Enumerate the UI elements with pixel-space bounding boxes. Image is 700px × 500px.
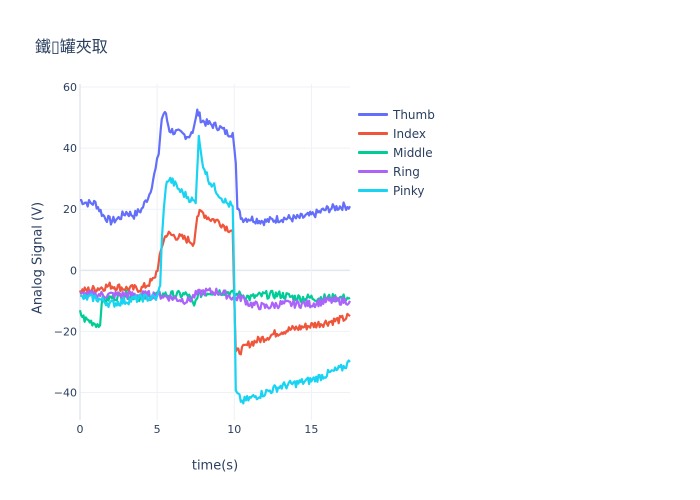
series-line-ring (79, 287, 351, 311)
y-tick-label: 0 (70, 264, 77, 277)
series-line-thumb (80, 108, 351, 227)
x-tick-label: 10 (227, 423, 241, 436)
legend-label-ring: Ring (393, 164, 420, 179)
legend-label-thumb: Thumb (393, 107, 435, 122)
y-tick-label: 60 (63, 81, 77, 94)
chart-title: 鐵▯罐夾取 (35, 37, 108, 56)
legend: Thumb Index Middle Ring Pinky (358, 105, 435, 200)
y-tick-label: −40 (54, 387, 77, 400)
x-tick-label: 5 (154, 423, 161, 436)
series-line-index (78, 208, 351, 356)
y-tick-label: 40 (63, 142, 77, 155)
legend-label-pinky: Pinky (393, 183, 425, 198)
series-line-pinky (79, 134, 351, 405)
x-tick-label: 15 (304, 423, 318, 436)
legend-swatch-pinky (358, 189, 388, 192)
y-tick-label: 20 (63, 203, 77, 216)
legend-label-index: Index (393, 126, 427, 141)
x-axis-label: time(s) (191, 458, 239, 474)
x-tick-label: 0 (77, 423, 84, 436)
y-tick-label: −20 (54, 325, 77, 338)
legend-item-index[interactable]: Index (358, 124, 435, 143)
legend-swatch-middle (358, 151, 388, 154)
legend-item-pinky[interactable]: Pinky (358, 181, 435, 200)
legend-item-thumb[interactable]: Thumb (358, 105, 435, 124)
legend-swatch-thumb (358, 113, 388, 116)
legend-swatch-ring (358, 170, 388, 173)
legend-label-middle: Middle (393, 145, 433, 160)
legend-item-middle[interactable]: Middle (358, 143, 435, 162)
legend-item-ring[interactable]: Ring (358, 162, 435, 181)
legend-swatch-index (358, 132, 388, 135)
y-axis-label: Analog Signal (V) (30, 201, 46, 315)
